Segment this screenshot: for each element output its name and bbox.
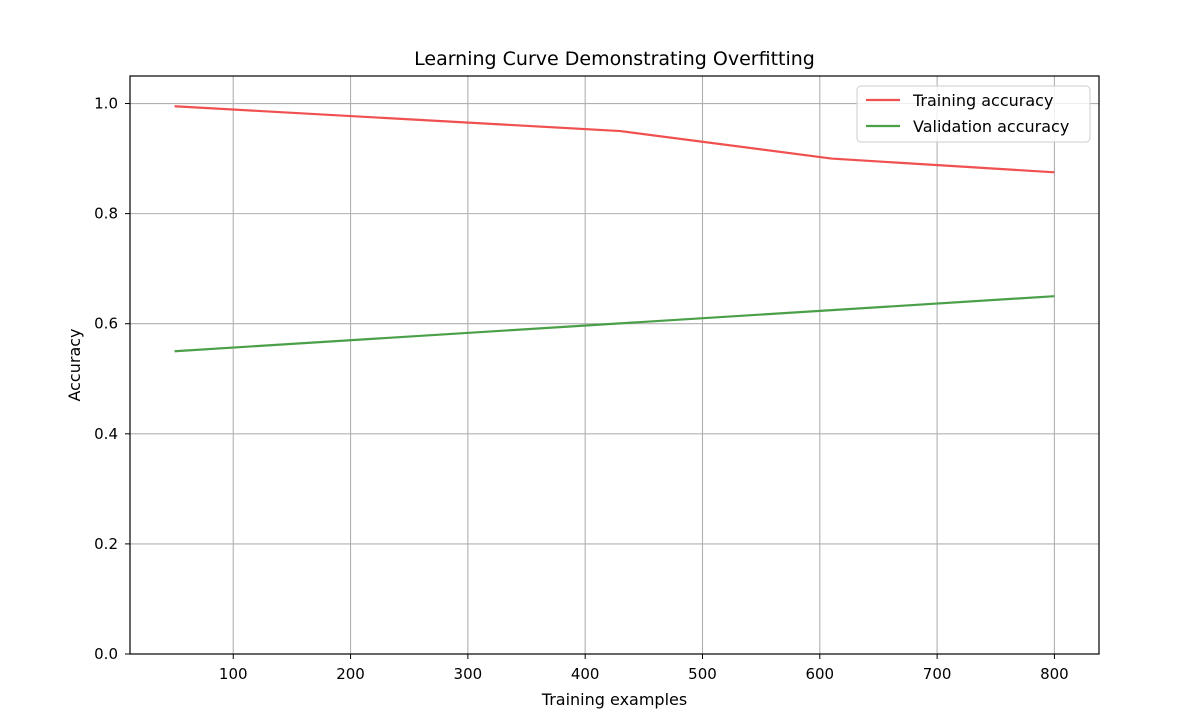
series-line-training-accuracy bbox=[174, 105, 1055, 174]
x-tick-label: 600 bbox=[805, 665, 834, 683]
plot-frame bbox=[129, 75, 1100, 655]
x-tick-label: 200 bbox=[336, 665, 365, 683]
x-axis-label: Training examples bbox=[541, 690, 687, 709]
axis-ticks: 100 200 300 400 500 600 700 800 0.0 0.2 0.4 0.6 0.8 1… bbox=[94, 95, 1069, 683]
y-tick-label: 0.6 bbox=[94, 315, 118, 333]
x-tick-label: 800 bbox=[1040, 665, 1069, 683]
x-tick-label: 300 bbox=[454, 665, 483, 683]
x-tick-label: 500 bbox=[688, 665, 717, 683]
legend-label-validation-accuracy: Validation accuracy bbox=[913, 117, 1069, 136]
y-tick-label: 0.0 bbox=[94, 645, 118, 663]
legend: Training accuracy Validation accuracy bbox=[856, 85, 1091, 143]
y-axis-label: Accuracy bbox=[65, 328, 84, 401]
chart-title: Learning Curve Demonstrating Overfitting bbox=[414, 48, 815, 70]
legend-box bbox=[856, 85, 1091, 143]
x-tick-label: 100 bbox=[219, 665, 248, 683]
x-tick-label: 700 bbox=[923, 665, 952, 683]
series-line-validation-accuracy bbox=[174, 295, 1055, 353]
x-tick-label: 400 bbox=[571, 665, 600, 683]
y-tick-label: 0.2 bbox=[94, 535, 118, 553]
legend-label-training-accuracy: Training accuracy bbox=[912, 91, 1053, 110]
y-tick-label: 1.0 bbox=[94, 95, 118, 113]
y-tick-label: 0.8 bbox=[94, 205, 118, 223]
plot-series bbox=[174, 105, 1055, 353]
y-tick-label: 0.4 bbox=[94, 425, 118, 443]
